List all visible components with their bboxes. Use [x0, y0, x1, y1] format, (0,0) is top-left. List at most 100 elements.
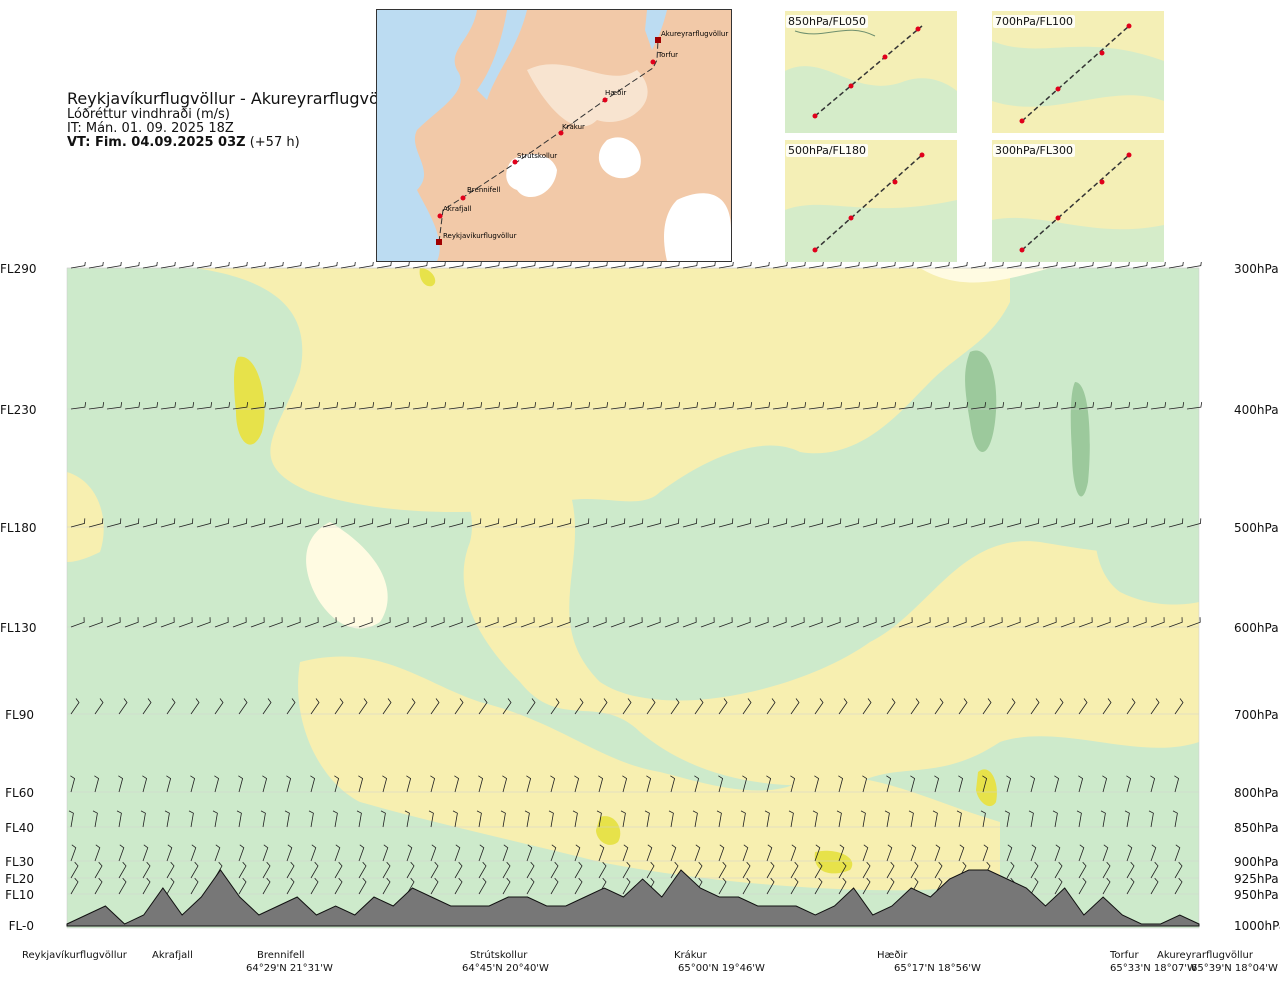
wind-barb — [836, 810, 842, 828]
wind-barb — [310, 698, 320, 715]
waypoint-reykjavik: Reykjavíkurflugvöllur — [22, 950, 127, 961]
wind-barb — [406, 844, 413, 862]
wind-barb — [814, 861, 823, 879]
wind-barb — [550, 861, 559, 879]
wind-barb — [358, 775, 364, 793]
wind-barb — [160, 617, 175, 628]
wind-barb — [844, 518, 860, 528]
thumbnail-label: 850hPa/FL050 — [786, 15, 869, 28]
wind-barb — [250, 402, 267, 410]
wind-barb — [394, 617, 409, 628]
thumbnail-500hpa[interactable]: 500hPa/FL180 — [785, 140, 957, 262]
wind-barb — [358, 877, 367, 895]
field-up-region — [67, 472, 104, 562]
wind-barb — [454, 775, 460, 793]
wind-barb — [1150, 402, 1167, 410]
wind-barb — [610, 518, 626, 528]
wind-barb — [538, 262, 554, 269]
wind-barb — [286, 844, 293, 862]
wind-barb — [880, 262, 896, 269]
wind-barb — [1078, 698, 1088, 715]
wind-barb — [502, 775, 508, 793]
waypoint-strutskollur: Strútskollur — [470, 950, 528, 961]
wind-barb — [668, 810, 674, 828]
thumbnail-850hpa[interactable]: 850hPa/FL050 — [785, 11, 957, 133]
wind-barb — [988, 518, 1004, 528]
wind-barb — [862, 262, 878, 269]
wind-barb — [742, 698, 752, 715]
wind-barb — [838, 844, 845, 862]
thumbnail-300hpa[interactable]: 300hPa/FL300 — [992, 140, 1164, 262]
wind-barb — [178, 617, 193, 628]
wind-barb — [1102, 698, 1112, 715]
wind-barb — [664, 617, 679, 628]
wind-barb — [718, 617, 733, 628]
wind-barb — [790, 698, 800, 715]
wind-barb — [934, 617, 949, 628]
title-block: Reykjavíkurflugvöllur - Akureyrarflugvöl… — [67, 90, 404, 150]
wind-barb — [1172, 810, 1178, 828]
wind-barb — [1126, 698, 1136, 715]
wind-barb — [1078, 877, 1087, 895]
wind-barb — [628, 617, 643, 628]
wind-barb — [550, 877, 559, 895]
wind-barb — [412, 402, 429, 410]
wind-barb — [620, 810, 626, 828]
field-strong-up — [419, 268, 436, 287]
wind-barb — [196, 617, 211, 628]
wind-barb — [700, 262, 716, 269]
waypoint-brennifell: Brennifell — [257, 950, 305, 961]
waypoint-torfur: Torfur — [1110, 950, 1139, 961]
wind-barb — [308, 810, 314, 828]
wind-barb — [118, 844, 125, 862]
wind-barb — [70, 698, 80, 715]
wind-barb — [1078, 402, 1095, 410]
p-label-850: 850hPa — [1234, 821, 1279, 835]
wind-barb — [958, 698, 968, 715]
wind-barb — [610, 402, 627, 410]
wind-barb — [526, 877, 535, 895]
wind-barb — [92, 810, 98, 828]
wind-barb — [310, 877, 319, 895]
wind-barb — [358, 402, 375, 410]
wind-barb — [754, 262, 770, 269]
wind-barb — [70, 617, 85, 628]
wind-barb — [880, 402, 897, 410]
wind-barb — [406, 698, 416, 715]
wind-barb — [268, 617, 283, 628]
wind-barb — [332, 810, 338, 828]
wind-barb — [190, 844, 197, 862]
wind-barb — [502, 402, 519, 410]
thumbnail-700hpa[interactable]: 700hPa/FL100 — [992, 11, 1164, 133]
wind-barb — [1042, 617, 1057, 628]
wind-barb — [952, 262, 968, 269]
wind-barb — [284, 810, 290, 828]
wind-barb — [956, 810, 962, 828]
wind-barb — [430, 402, 447, 410]
wind-barb — [740, 810, 746, 828]
wind-barb — [766, 861, 775, 879]
wind-barb — [178, 402, 195, 410]
p-label-700: 700hPa — [1234, 708, 1279, 722]
wind-barb — [190, 698, 200, 715]
wind-barb — [538, 518, 554, 528]
wind-barb — [142, 617, 157, 628]
waypoint-torfur-coord: 65°33'N 18°07'W — [1110, 963, 1197, 974]
wind-barb — [908, 810, 914, 828]
wind-barb — [448, 262, 464, 269]
wind-barb — [232, 617, 247, 628]
wind-barb — [70, 861, 79, 879]
wind-barb — [982, 698, 992, 715]
wind-barb — [190, 775, 196, 793]
wind-barbs — [68, 262, 1203, 895]
wind-barb — [886, 861, 895, 879]
wind-barb — [1078, 262, 1094, 269]
thumbnail-500hpa-map — [785, 140, 957, 262]
wind-barb — [790, 402, 807, 410]
wind-barb — [1006, 402, 1023, 410]
wind-barb — [1060, 262, 1076, 269]
wind-barb — [838, 861, 847, 879]
thumbnail-850hpa-map — [785, 11, 957, 133]
wind-barb — [1024, 262, 1040, 269]
wind-barb — [980, 810, 986, 828]
